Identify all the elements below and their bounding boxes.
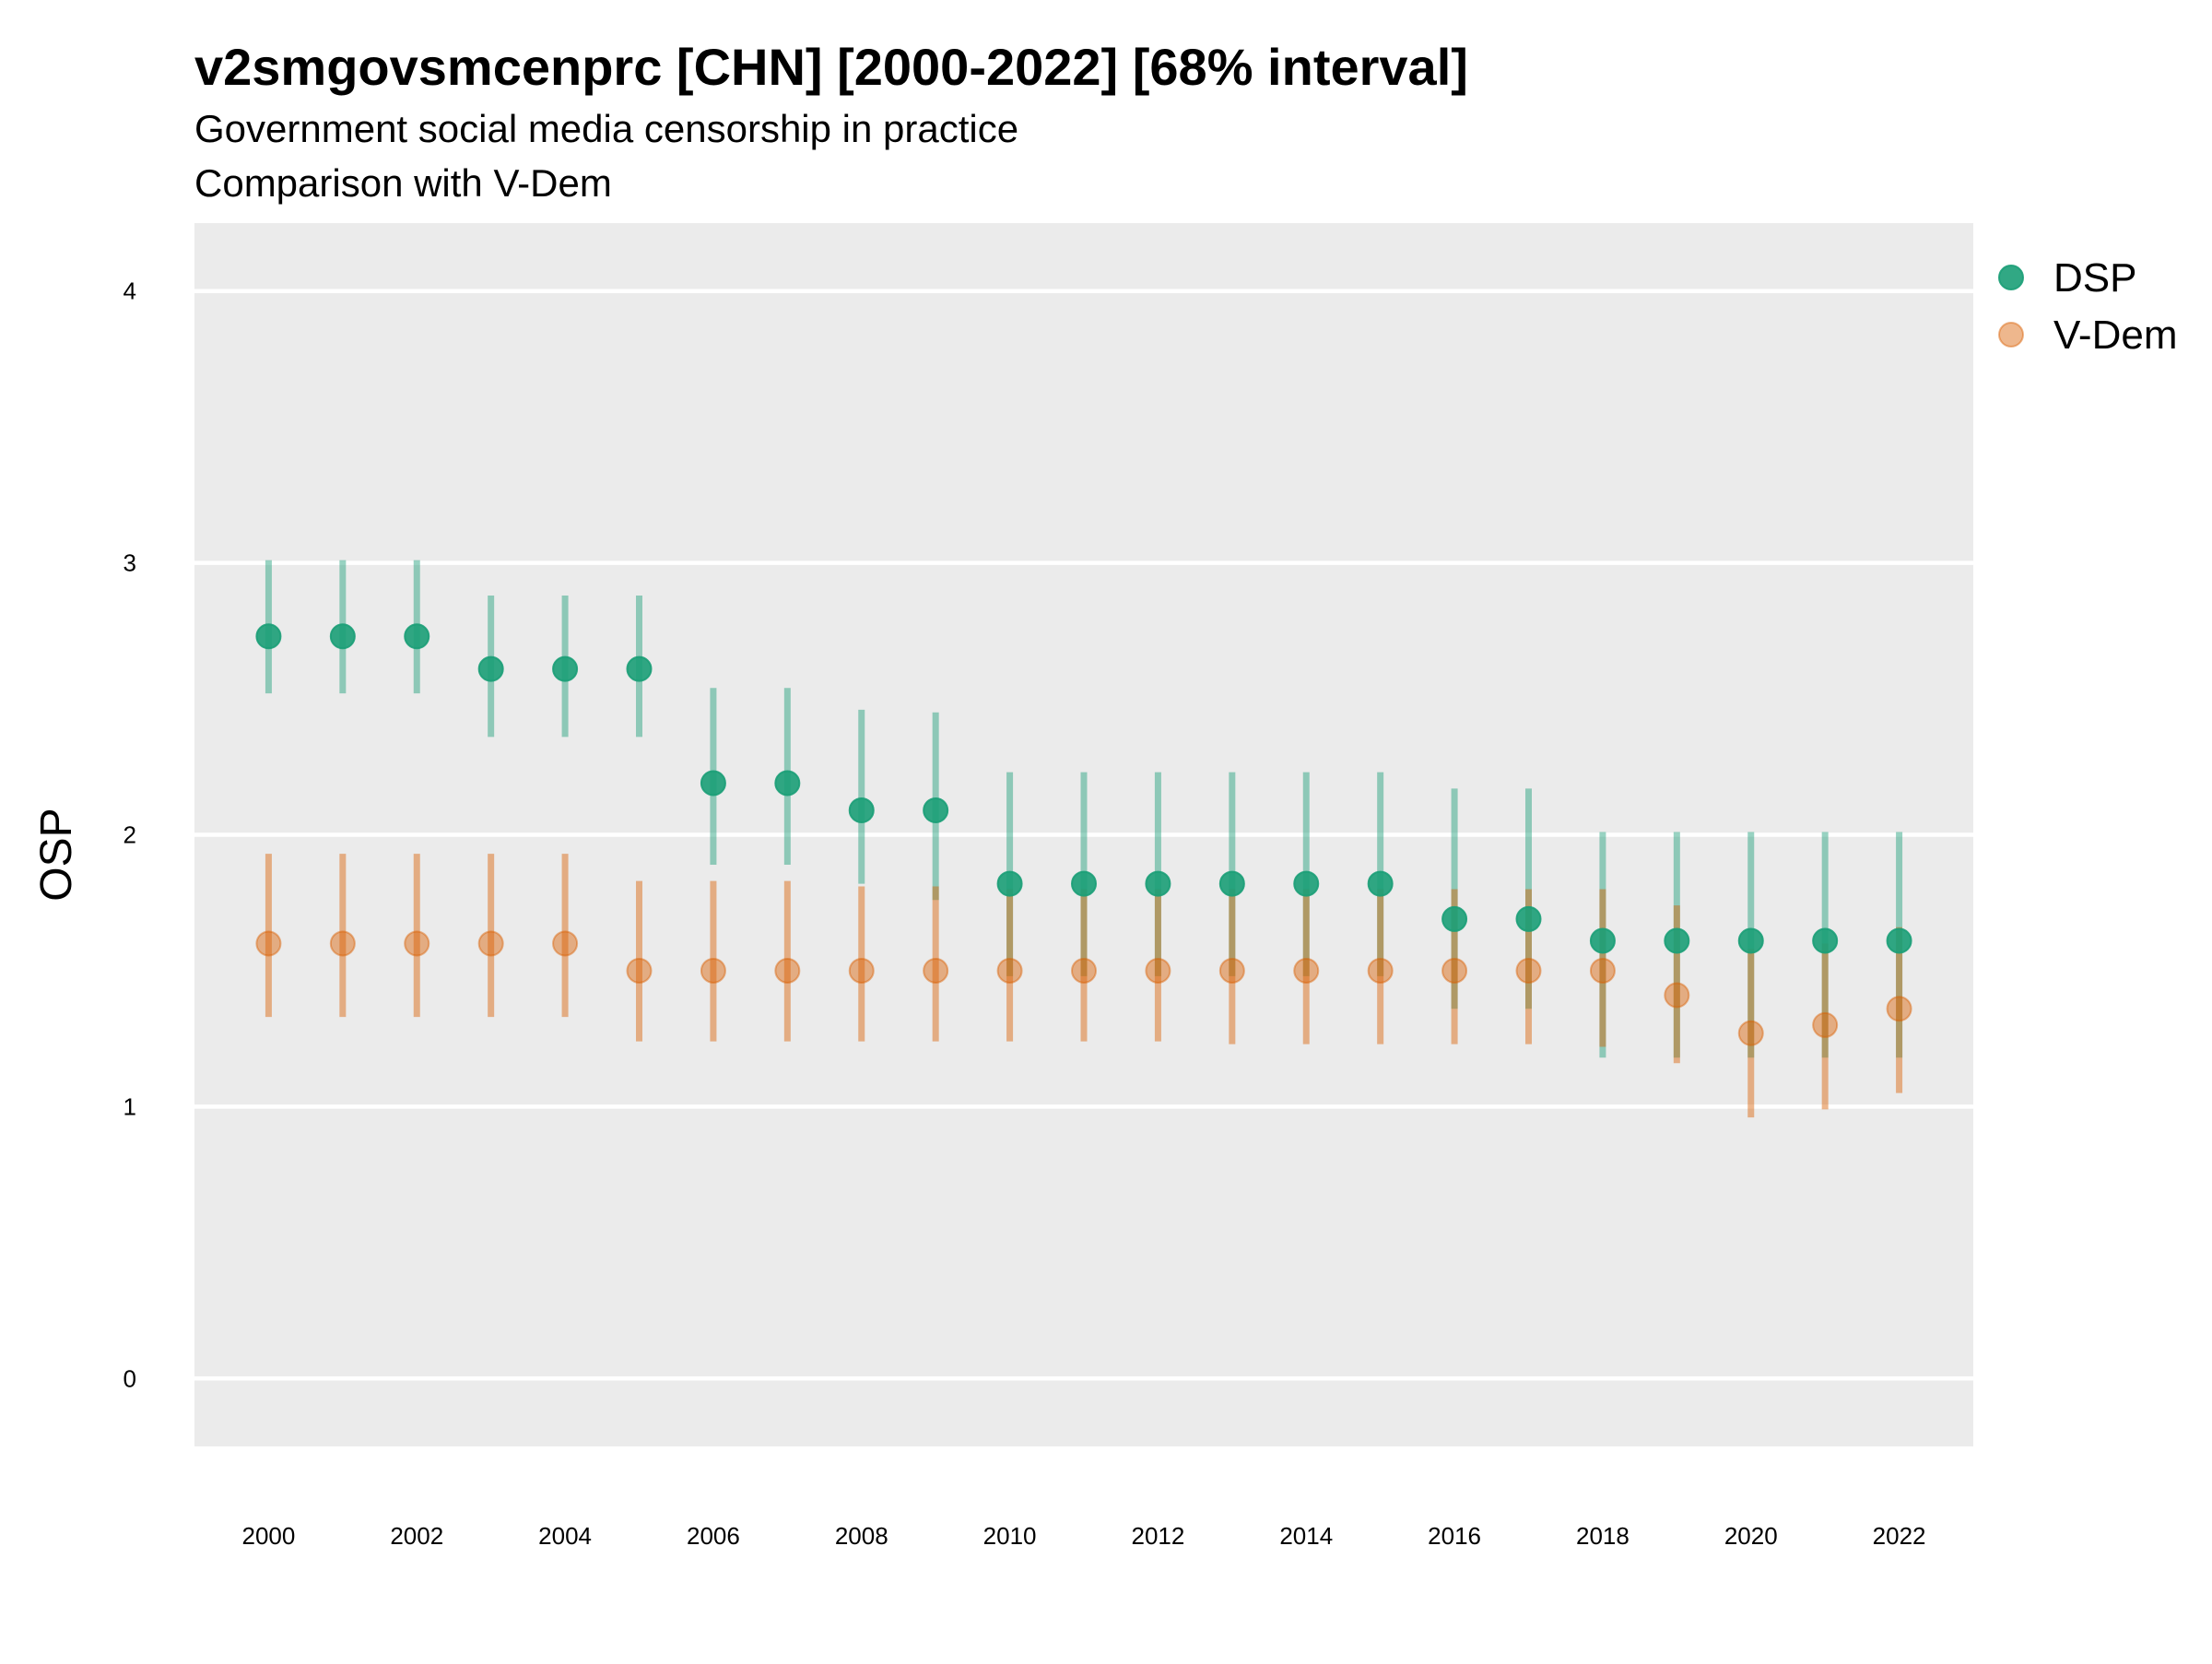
x-tick-label: 2018 [1576, 1522, 1630, 1550]
v-dem-point [774, 957, 801, 984]
grid-lines [194, 289, 1973, 1381]
dsp-point [477, 655, 504, 682]
v-dem-point [1145, 957, 1171, 984]
v-dem-point [404, 930, 430, 957]
x-tick-label: 2004 [538, 1522, 592, 1550]
x-tick-label: 2022 [1873, 1522, 1926, 1550]
y-tick-label: 3 [124, 549, 136, 577]
x-tick-label: 2002 [390, 1522, 443, 1550]
v-dem-point [700, 957, 726, 984]
dsp-point [255, 623, 282, 650]
dsp-point [848, 797, 875, 823]
y-tick-label: 2 [124, 821, 136, 849]
v-dem-point [1589, 957, 1616, 984]
v-dem-point [255, 930, 282, 957]
dsp-point [1441, 905, 1468, 932]
chart-title: v2smgovsmcenprc [CHN] [2000-2022] [68% i… [194, 38, 1468, 96]
v-dem-point [1812, 1011, 1839, 1038]
chart-subtitle-line2: Comparison with V-Dem [194, 161, 612, 205]
v-dem-point [1367, 957, 1394, 984]
v-dem-point [923, 957, 949, 984]
legend-key-v-dem [1998, 322, 2024, 348]
v-dem-point [1071, 957, 1097, 984]
legend-label-dsp: DSP [2053, 255, 2136, 301]
dsp-point [626, 655, 653, 682]
x-tick-label: 2008 [835, 1522, 888, 1550]
x-tick-label: 2016 [1428, 1522, 1481, 1550]
v-dem-point [477, 930, 504, 957]
y-tick-label: 0 [124, 1364, 136, 1392]
dsp-point [1071, 870, 1097, 897]
v-dem-point [1515, 957, 1542, 984]
legend-label-v-dem: V-Dem [2053, 313, 2177, 358]
dsp-point [1218, 870, 1245, 897]
dsp-point [1515, 905, 1542, 932]
x-tick-labels: 2000 2002 2004 2006 2008 2010 2012 2014 2016 2018… [241, 1522, 1925, 1550]
dsp-point [1145, 870, 1171, 897]
v-dem-point [1218, 957, 1245, 984]
legend-key-dsp [1998, 265, 2024, 290]
v-dem-point [1664, 982, 1690, 1009]
dsp-point [404, 623, 430, 650]
x-tick-label: 2014 [1279, 1522, 1333, 1550]
data-points [255, 623, 1912, 1046]
y-tick-label: 1 [124, 1092, 136, 1120]
dsp-point [552, 655, 579, 682]
dsp-point [996, 870, 1023, 897]
legend: DSP V-Dem [1998, 255, 2177, 358]
dsp-point [700, 770, 726, 797]
x-tick-label: 2006 [687, 1522, 740, 1550]
chart-subtitle-line1: Government social media censorship in pr… [194, 107, 1018, 150]
dsp-point [923, 797, 949, 823]
dsp-point [1737, 927, 1764, 954]
v-dem-point [552, 930, 579, 957]
x-tick-label: 2020 [1724, 1522, 1778, 1550]
v-dem-point [1441, 957, 1468, 984]
dsp-point [1367, 870, 1394, 897]
v-dem-point [626, 957, 653, 984]
dsp-point [1886, 927, 1912, 954]
dsp-point [1589, 927, 1616, 954]
dsp-point [1293, 870, 1320, 897]
v-dem-point [848, 957, 875, 984]
x-tick-label: 2012 [1131, 1522, 1184, 1550]
v-dem-point [996, 957, 1023, 984]
x-tick-label: 2000 [241, 1522, 295, 1550]
y-tick-label: 4 [124, 277, 136, 305]
v-dem-point [1886, 996, 1912, 1022]
dsp-point [329, 623, 356, 650]
dsp-point [1812, 927, 1839, 954]
y-axis-label: OSP [32, 808, 81, 901]
y-tick-labels: 0 1 2 3 4 [124, 277, 136, 1393]
v-dem-point [1737, 1020, 1764, 1046]
v-dem-point [329, 930, 356, 957]
dsp-point [774, 770, 801, 797]
x-tick-label: 2010 [983, 1522, 1037, 1550]
dsp-point [1664, 927, 1690, 954]
v-dem-point [1293, 957, 1320, 984]
